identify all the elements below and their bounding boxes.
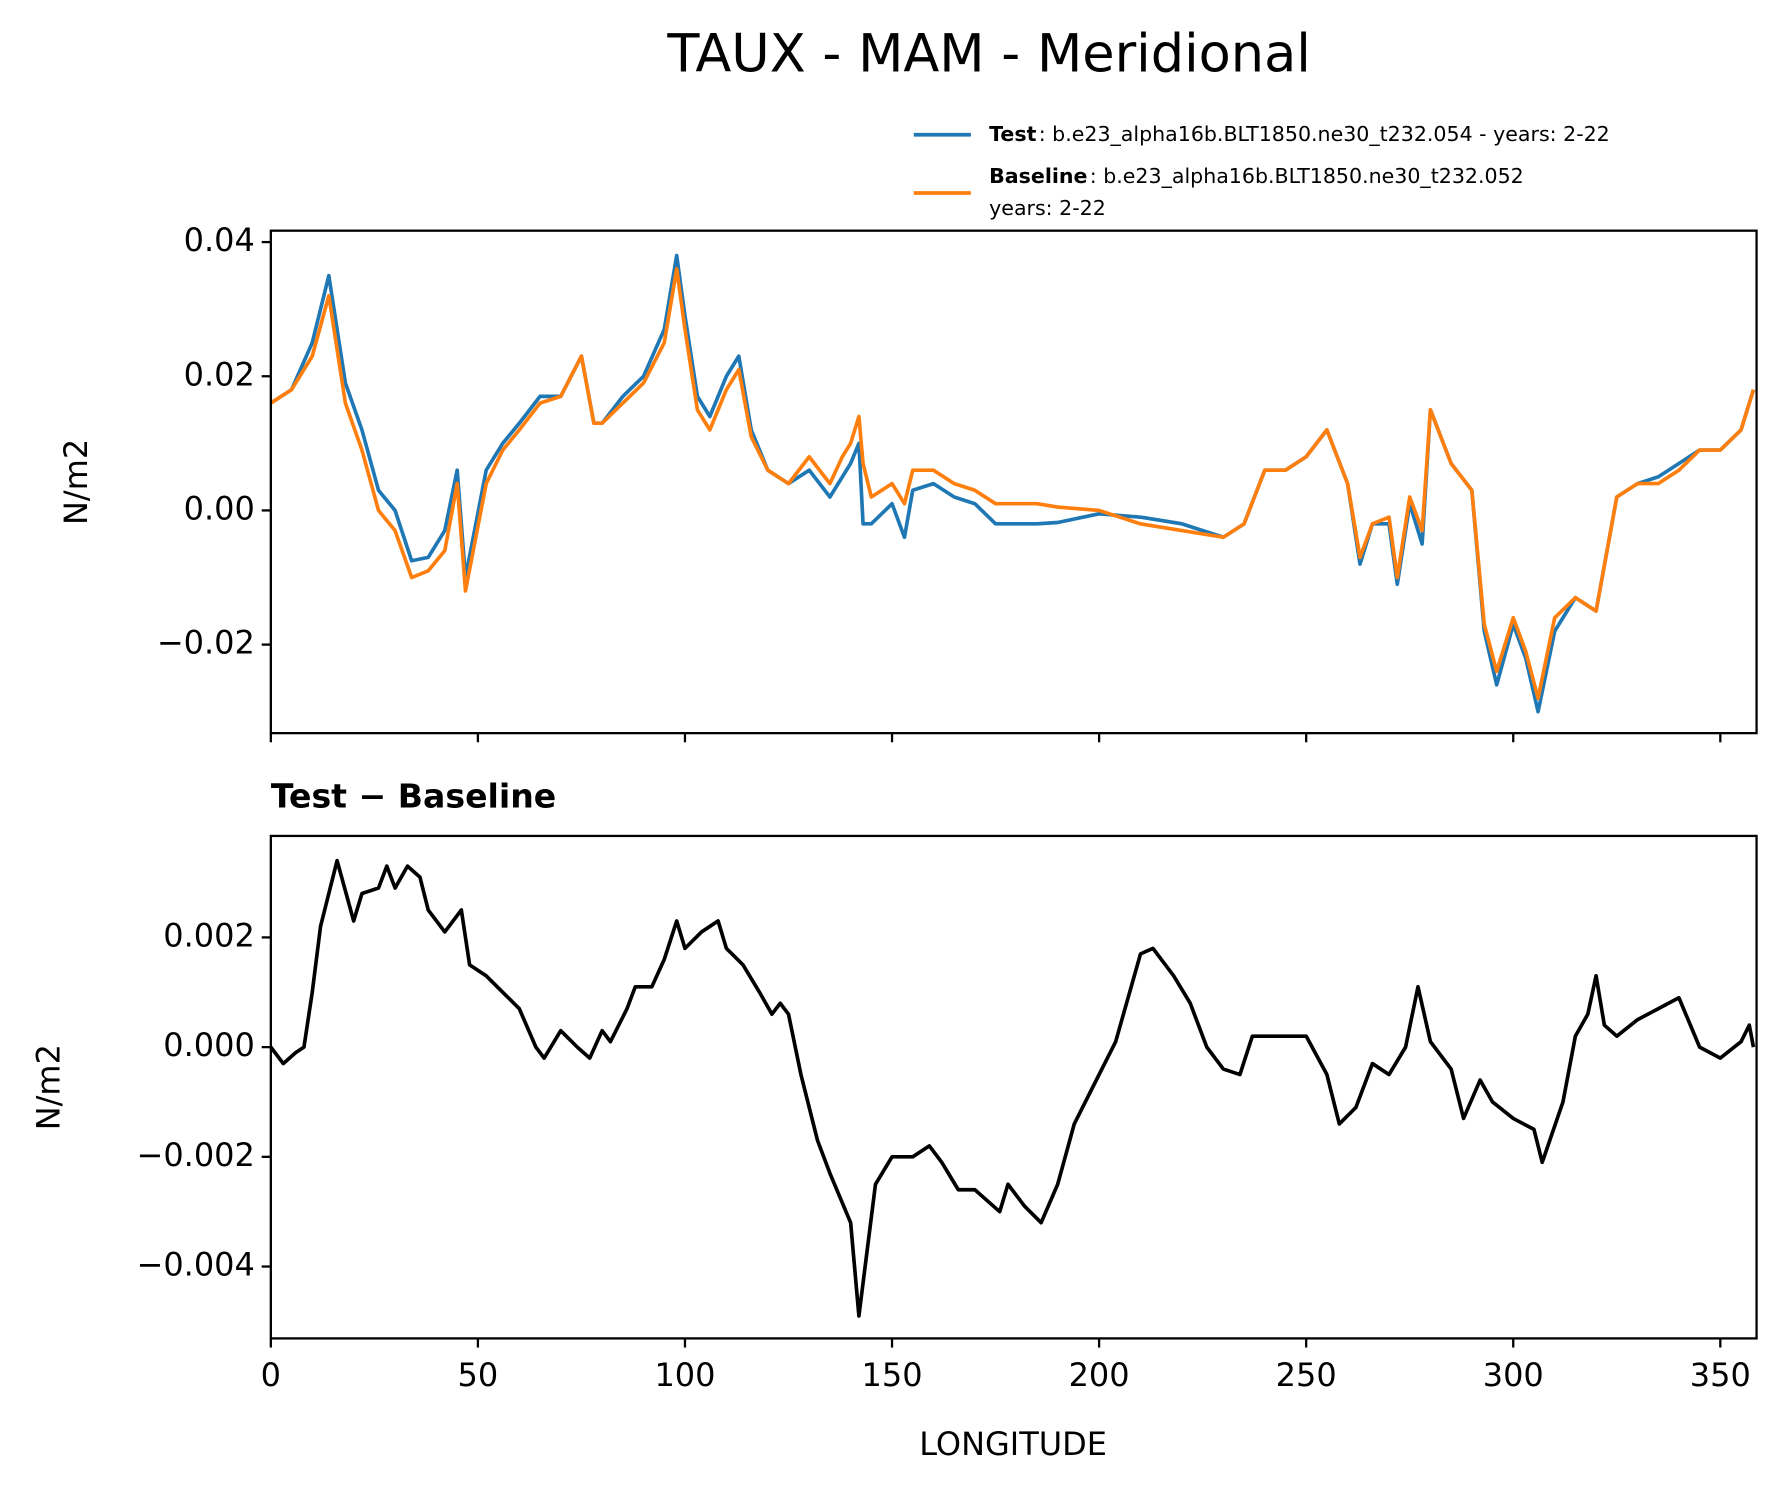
data-line — [269, 253, 1756, 714]
x-tick-label: 0 — [261, 1356, 281, 1394]
legend-description: : b.e23_alpha16b.BLT1850.ne30_t232.054 -… — [1039, 122, 1610, 146]
x-tick-label: 150 — [862, 1356, 923, 1394]
x-tick-label: 250 — [1276, 1356, 1337, 1394]
x-tick-label: 300 — [1483, 1356, 1544, 1394]
x-tick-label: 50 — [458, 1356, 499, 1394]
legend-description: : b.e23_alpha16b.BLT1850.ne30_t232.052 — [1090, 164, 1524, 188]
x-axis-label: LONGITUDE — [919, 1425, 1107, 1463]
y-tick-label: −0.004 — [137, 1246, 255, 1284]
plot-frame — [269, 229, 1758, 735]
panel-title: Test − Baseline — [271, 777, 556, 816]
legend-description: years: 2-22 — [989, 196, 1106, 220]
y-tick-label: 0.00 — [184, 489, 255, 527]
y-tick-label: −0.02 — [157, 624, 255, 662]
y-tick-label: 0.002 — [163, 916, 255, 954]
legend-label: Baseline — [989, 164, 1087, 188]
y-tick-label: 0.02 — [184, 355, 255, 393]
data-line — [269, 858, 1756, 1318]
chart-title: TAUX - MAM - Meridional — [666, 24, 1310, 85]
y-axis-label: N/m2 — [57, 439, 95, 525]
plot-frame — [269, 834, 1758, 1340]
x-tick-label: 100 — [654, 1356, 715, 1394]
y-tick-label: 0.04 — [184, 221, 255, 259]
x-tick-label: 200 — [1069, 1356, 1130, 1394]
data-line — [269, 267, 1756, 701]
y-tick-label: 0.000 — [163, 1026, 255, 1064]
y-axis-label: N/m2 — [29, 1044, 67, 1130]
x-tick-label: 350 — [1690, 1356, 1751, 1394]
legend-label: Test — [989, 122, 1036, 146]
y-tick-label: −0.002 — [137, 1136, 255, 1174]
